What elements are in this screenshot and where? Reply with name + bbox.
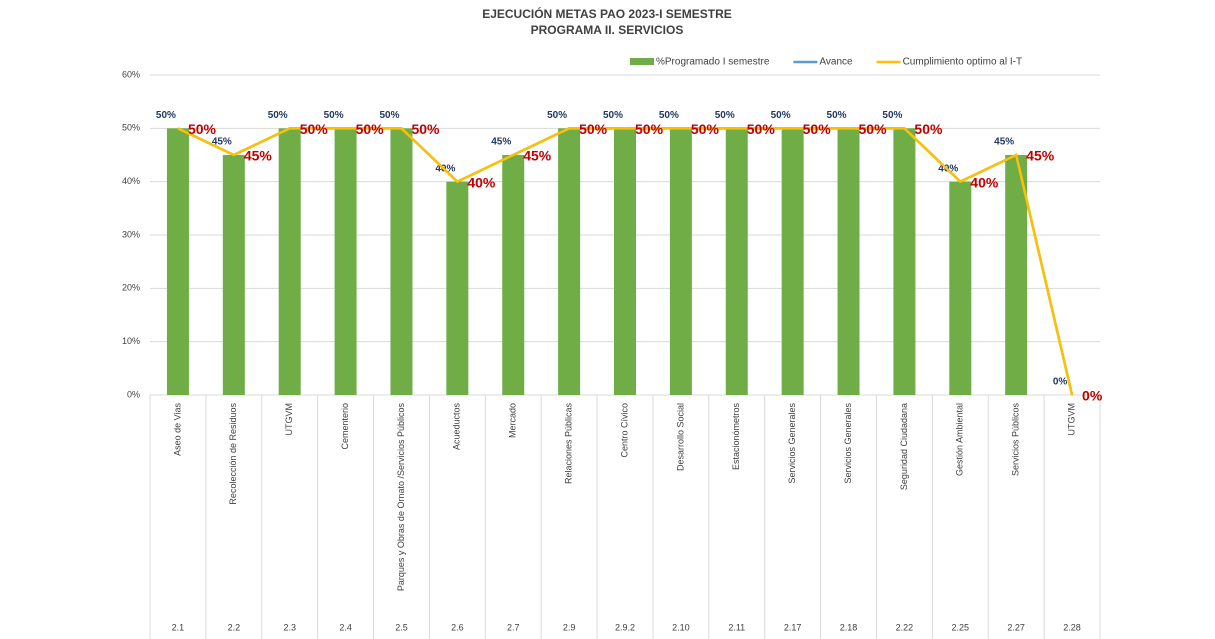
x-tick-label: Aseo de Vias: [172, 403, 182, 456]
x-group-label: 2.22: [896, 622, 914, 632]
line-value-label: 0%: [1082, 388, 1103, 404]
bar-value-label: 50%: [659, 110, 679, 121]
y-tick-label: 40%: [122, 176, 140, 186]
x-tick-label: UTGVM: [284, 403, 294, 436]
bar: [166, 128, 189, 396]
bar-value-label: 45%: [994, 137, 1014, 148]
x-group-label: 2.17: [784, 622, 802, 632]
line-value-label: 45%: [523, 148, 552, 164]
x-tick-label: Cementerio: [340, 403, 350, 450]
x-group-label: 2.6: [451, 622, 464, 632]
bar: [334, 128, 357, 396]
bar: [669, 128, 692, 396]
line-value-label: 40%: [467, 174, 496, 190]
y-tick-label: 20%: [122, 283, 140, 293]
bar-value-label: 50%: [882, 110, 902, 121]
line-value-label: 50%: [188, 121, 217, 137]
x-tick-label: Desarrollo Social: [675, 403, 685, 471]
bar: [390, 128, 413, 396]
bar-value-label: 45%: [212, 137, 232, 148]
x-group-label: 2.7: [507, 622, 520, 632]
bar: [502, 155, 525, 395]
x-group-label: 2.28: [1063, 622, 1081, 632]
bar-value-label: 50%: [156, 110, 176, 121]
bar: [725, 128, 748, 396]
bar: [949, 181, 972, 395]
x-group-label: 2.9.2: [615, 622, 635, 632]
line-value-label: 50%: [691, 121, 720, 137]
bar-value-label: 50%: [715, 110, 735, 121]
x-tick-label: Servicios Generales: [843, 403, 853, 484]
chart-title: EJECUCIÓN METAS PAO 2023-I SEMESTRE: [482, 6, 732, 21]
x-tick-label: Recolección de Residuos: [228, 403, 238, 505]
x-group-label: 2.10: [672, 622, 690, 632]
chart-subtitle: PROGRAMA II. SERVICIOS: [531, 23, 684, 37]
bar: [1005, 155, 1028, 395]
bar: [446, 181, 469, 395]
legend-label: Avance: [819, 57, 853, 68]
line-value-label: 50%: [356, 121, 385, 137]
line-value-label: 50%: [914, 121, 943, 137]
x-tick-label: Servicios Generales: [787, 403, 797, 484]
x-group-label: 2.3: [283, 622, 296, 632]
line-value-label: 50%: [803, 121, 832, 137]
y-tick-label: 30%: [122, 229, 140, 239]
x-tick-label: UTGVM: [1066, 403, 1076, 436]
x-group-label: 2.11: [728, 622, 745, 632]
line-value-label: 45%: [1026, 148, 1055, 164]
bar: [222, 155, 245, 395]
bar: [558, 128, 581, 396]
bar-value-label: 50%: [268, 110, 288, 121]
x-group-label: 2.4: [339, 622, 352, 632]
x-group-label: 2.25: [952, 622, 970, 632]
line-value-label: 50%: [747, 121, 776, 137]
bar: [278, 128, 301, 396]
legend-label: Cumplimiento optimo al I-T: [903, 57, 1022, 68]
x-tick-label: Mercado: [508, 403, 518, 438]
bar: [837, 128, 860, 396]
line-value-label: 45%: [244, 148, 273, 164]
x-tick-label: Seguridad Ciudadana: [899, 403, 909, 490]
x-tick-label: Relaciones Públicas: [563, 403, 573, 485]
bar-value-label: 50%: [771, 110, 791, 121]
y-tick-label: 10%: [122, 336, 140, 346]
legend-label: %Programado I semestre: [656, 57, 770, 68]
line-value-label: 50%: [300, 121, 329, 137]
line-series: [177, 127, 1074, 396]
x-group-label: 2.2: [228, 622, 241, 632]
bar-value-label: 45%: [491, 137, 511, 148]
line-value-label: 50%: [411, 121, 440, 137]
bar: [893, 128, 916, 396]
legend-swatch: [630, 58, 654, 65]
x-tick-label: Estacionómetros: [731, 403, 741, 471]
bar-value-label: 50%: [603, 110, 623, 121]
line-value-label: 50%: [859, 121, 888, 137]
bar-value-label: 50%: [547, 110, 567, 121]
x-group-label: 2.1: [172, 622, 185, 632]
y-tick-label: 0%: [127, 389, 140, 399]
x-group-label: 2.18: [840, 622, 858, 632]
x-group-label: 2.9: [563, 622, 576, 632]
bar-value-label: 50%: [827, 110, 847, 121]
x-tick-label: Servicios Públicos: [1011, 403, 1021, 477]
x-group-label: 2.5: [395, 622, 408, 632]
bar: [614, 128, 636, 396]
line-value-label: 40%: [970, 174, 999, 190]
x-tick-label: Parques y Obras de Ornato /Servicios Púb…: [396, 403, 406, 592]
line-value-label: 50%: [635, 121, 664, 137]
x-tick-label: Acueductos: [452, 403, 462, 451]
bar-value-label: 50%: [324, 110, 344, 121]
line-value-label: 50%: [579, 121, 608, 137]
x-tick-label: Gestión Ambiental: [955, 403, 965, 476]
bar: [781, 128, 804, 396]
y-tick-label: 60%: [122, 69, 140, 79]
x-tick-label: Centro Cívico: [619, 403, 629, 458]
bar-value-label: 50%: [379, 110, 399, 121]
y-tick-label: 50%: [122, 123, 140, 133]
bar-value-label: 0%: [1053, 377, 1068, 388]
x-group-label: 2.27: [1007, 622, 1025, 632]
